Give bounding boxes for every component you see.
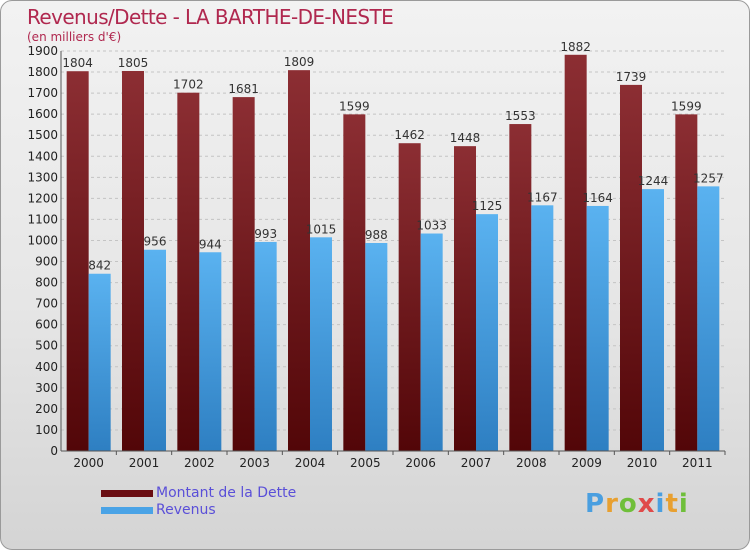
proxiti-logo: Proxiti (585, 489, 689, 519)
legend-label-dette: Montant de la Dette (156, 485, 297, 501)
data-label-revenus: 842 (88, 259, 111, 273)
bar-revenus (199, 252, 222, 451)
data-label-dette: 1462 (394, 128, 425, 142)
bar-revenus (476, 214, 498, 451)
y-tick-label: 1800 (27, 65, 58, 79)
x-tick-label: 2011 (682, 456, 713, 470)
bar-dette (454, 146, 476, 451)
bar-revenus (88, 273, 111, 451)
y-tick-label: 1100 (27, 212, 58, 226)
bar-revenus (254, 241, 277, 451)
y-tick-label: 500 (35, 339, 58, 353)
y-tick-label: 1200 (27, 191, 58, 205)
logo-letter: i (678, 489, 689, 519)
y-tick-label: 700 (35, 297, 58, 311)
x-tick-label: 2005 (350, 456, 381, 470)
bar-dette (675, 114, 698, 452)
data-label-dette: 1882 (560, 40, 591, 54)
data-label-dette: 1702 (173, 78, 204, 92)
y-tick-label: 1600 (27, 107, 58, 121)
bar-dette (122, 71, 144, 451)
data-label-revenus: 993 (254, 227, 277, 241)
data-label-revenus: 1167 (527, 190, 558, 204)
y-tick-label: 100 (35, 423, 58, 437)
bar-dette (232, 97, 255, 452)
y-tick-label: 1900 (27, 44, 58, 58)
x-tick-label: 2006 (405, 456, 436, 470)
y-tick-label: 800 (35, 276, 58, 290)
x-tick-label: 2007 (461, 456, 492, 470)
legend-swatch-revenus (101, 507, 153, 514)
y-tick-label: 600 (35, 318, 58, 332)
legend-label-revenus: Revenus (156, 502, 216, 518)
data-label-dette: 1599 (671, 99, 702, 113)
bar-revenus (144, 249, 166, 451)
data-label-revenus: 1033 (416, 219, 447, 233)
logo-letter: x (637, 489, 656, 519)
logo-letter: P (585, 489, 606, 519)
data-label-dette: 1805 (118, 56, 149, 70)
bar-revenus (531, 205, 554, 451)
data-label-revenus: 1164 (582, 191, 613, 205)
chart-subtitle: (en milliers d'€) (27, 30, 122, 44)
data-label-dette: 1599 (339, 99, 370, 113)
y-tick-label: 400 (35, 360, 58, 374)
data-label-dette: 1804 (62, 56, 93, 70)
data-label-revenus: 944 (199, 237, 222, 251)
data-label-revenus: 988 (365, 228, 388, 242)
data-label-dette: 1809 (284, 55, 315, 69)
bar-revenus (697, 186, 720, 452)
chart-title: Revenus/Dette - LA BARTHE-DE-NESTE (27, 5, 394, 29)
data-label-revenus: 1244 (638, 174, 669, 188)
bar-dette (620, 84, 642, 451)
data-label-dette: 1553 (505, 109, 536, 123)
x-tick-label: 2009 (571, 456, 602, 470)
x-tick-label: 2002 (184, 456, 215, 470)
data-label-dette: 1681 (228, 82, 259, 96)
bar-dette (177, 92, 200, 452)
y-tick-label: 300 (35, 381, 58, 395)
data-label-revenus: 956 (144, 235, 167, 249)
y-tick-label: 1000 (27, 233, 58, 247)
bar-revenus (365, 243, 388, 451)
x-tick-label: 2010 (627, 456, 658, 470)
data-label-revenus: 1257 (693, 171, 724, 185)
x-tick-label: 2008 (516, 456, 547, 470)
x-tick-label: 2001 (129, 456, 160, 470)
y-tick-label: 200 (35, 402, 58, 416)
y-tick-label: 900 (35, 255, 58, 269)
y-tick-label: 0 (50, 444, 58, 458)
y-tick-label: 1300 (27, 170, 58, 184)
logo-letter: i (655, 489, 666, 519)
bar-dette (564, 54, 587, 451)
bar-revenus (310, 237, 332, 451)
bar-revenus (586, 205, 609, 451)
logo-letter: r (605, 489, 619, 519)
data-label-dette: 1448 (450, 131, 481, 145)
bar-dette (288, 70, 310, 451)
bar-revenus (642, 189, 664, 451)
y-tick-label: 1500 (27, 128, 58, 142)
bar-revenus (420, 233, 443, 451)
bar-dette (509, 124, 532, 451)
logo-letter: t (665, 489, 679, 519)
data-label-dette: 1739 (616, 70, 647, 84)
logo-letter: o (618, 489, 638, 519)
x-tick-label: 2000 (73, 456, 104, 470)
bar-dette (398, 143, 421, 452)
legend-swatch-dette (101, 490, 153, 497)
x-tick-label: 2003 (239, 456, 270, 470)
x-tick-label: 2004 (295, 456, 326, 470)
data-label-revenus: 1125 (472, 199, 503, 213)
bar-dette (66, 71, 89, 452)
y-tick-label: 1400 (27, 149, 58, 163)
y-tick-label: 1700 (27, 86, 58, 100)
bar-dette (343, 114, 366, 452)
data-label-revenus: 1015 (306, 222, 337, 236)
